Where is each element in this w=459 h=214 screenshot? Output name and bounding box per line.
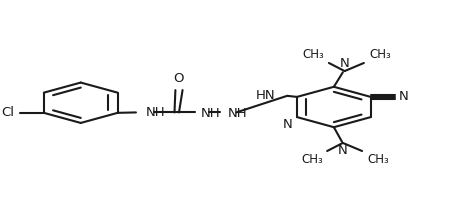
Text: Cl: Cl — [1, 106, 14, 119]
Text: CH₃: CH₃ — [300, 153, 322, 166]
Text: N: N — [337, 144, 347, 157]
Text: N: N — [398, 90, 408, 103]
Text: CH₃: CH₃ — [367, 153, 388, 166]
Text: HN: HN — [255, 89, 275, 102]
Text: NH: NH — [200, 107, 219, 120]
Text: N: N — [339, 57, 349, 70]
Text: CH₃: CH₃ — [302, 48, 324, 61]
Text: N: N — [282, 118, 292, 131]
Text: O: O — [174, 71, 184, 85]
Text: CH₃: CH₃ — [369, 48, 390, 61]
Text: NH: NH — [146, 106, 165, 119]
Text: NH: NH — [227, 107, 246, 120]
